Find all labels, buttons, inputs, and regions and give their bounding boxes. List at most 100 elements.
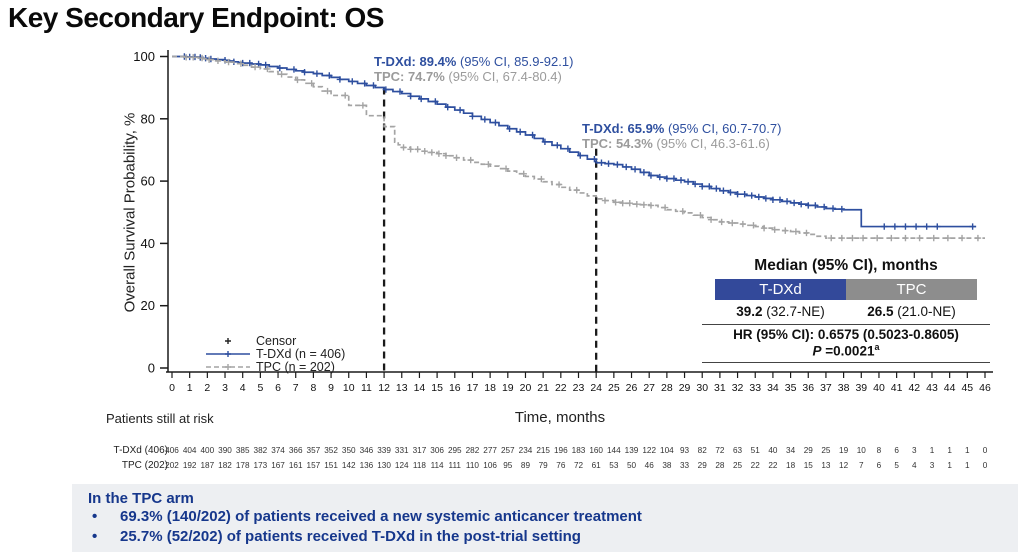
svg-text:1: 1 [930, 446, 935, 455]
svg-text:15: 15 [431, 382, 443, 394]
svg-text:118: 118 [413, 461, 426, 470]
y-axis-label: Overall Survival Probability, % [121, 112, 139, 313]
svg-text:95: 95 [503, 461, 513, 470]
median-summary-table: Median (95% CI), months T-DXd TPC 39.2 (… [702, 257, 990, 363]
svg-text:382: 382 [254, 446, 268, 455]
svg-text:36: 36 [802, 382, 814, 394]
median-value-tdxd: 39.2 (32.7-NE) [736, 304, 825, 319]
footer-bullet-2-text: 25.7% (52/202) of patients received T-DX… [120, 528, 581, 545]
svg-text:72: 72 [574, 461, 584, 470]
x-axis-label: Time, months [514, 409, 606, 426]
svg-text:22: 22 [751, 461, 761, 470]
svg-text:33: 33 [749, 382, 761, 394]
median-table-title: Median (95% CI), months [754, 257, 938, 274]
svg-text:63: 63 [733, 446, 743, 455]
median-table-header-tpc: TPC [846, 279, 977, 300]
svg-text:25: 25 [733, 461, 743, 470]
svg-text:400: 400 [201, 446, 215, 455]
svg-text:282: 282 [466, 446, 480, 455]
risk-table-values: 406 404 400 390 385 382 374 366 357 352 350 346 339 3… [165, 446, 988, 470]
svg-text:122: 122 [642, 446, 656, 455]
bullet-icon: • [92, 508, 98, 525]
svg-text:366: 366 [289, 446, 303, 455]
svg-text:5: 5 [257, 382, 263, 394]
svg-text:50: 50 [627, 461, 637, 470]
svg-text:18: 18 [786, 461, 796, 470]
svg-text:0: 0 [148, 361, 155, 376]
svg-text:3: 3 [930, 461, 935, 470]
svg-text:22: 22 [768, 461, 778, 470]
svg-text:19: 19 [839, 446, 849, 455]
svg-text:346: 346 [360, 446, 374, 455]
series-tdxd [172, 53, 977, 230]
tpc-dashed-line-icon [204, 361, 252, 373]
svg-text:130: 130 [377, 461, 391, 470]
landmark-annotation-12mo: T-DXd: 89.4% (95% CI, 85.9-92.1) TPC: 74… [374, 54, 573, 84]
svg-text:1: 1 [947, 446, 952, 455]
svg-text:60: 60 [141, 174, 155, 189]
svg-text:18: 18 [484, 382, 496, 394]
legend-item-censor: Censor [204, 334, 345, 348]
svg-text:34: 34 [767, 382, 779, 394]
svg-text:7: 7 [859, 461, 864, 470]
svg-text:406: 406 [165, 446, 179, 455]
svg-text:196: 196 [554, 446, 568, 455]
hazard-ratio-block: HR (95% CI): 0.6575 (0.5023-0.8605) P =0… [702, 324, 990, 363]
svg-text:38: 38 [662, 461, 672, 470]
annotation-24mo-tpc: TPC: 54.3% (95% CI, 46.3-61.6) [582, 136, 770, 151]
svg-text:182: 182 [218, 461, 232, 470]
footer-callout: In the TPC arm • 69.3% (140/202) of pati… [72, 484, 1018, 552]
svg-text:17: 17 [467, 382, 479, 394]
svg-text:34: 34 [786, 446, 796, 455]
svg-text:1: 1 [965, 461, 970, 470]
svg-text:40: 40 [873, 382, 885, 394]
svg-text:142: 142 [342, 461, 356, 470]
svg-text:6: 6 [275, 382, 281, 394]
svg-text:317: 317 [413, 446, 427, 455]
svg-text:35: 35 [785, 382, 797, 394]
footer-bullet-1-text: 69.3% (140/202) of patients received a n… [120, 508, 642, 525]
svg-text:404: 404 [183, 446, 197, 455]
svg-text:39: 39 [855, 382, 867, 394]
svg-text:46: 46 [645, 461, 655, 470]
footer-bullet-2: • 25.7% (52/202) of patients received T-… [88, 527, 1018, 547]
svg-text:25: 25 [821, 446, 831, 455]
legend-item-tdxd: T-DXd (n = 406) [204, 347, 345, 361]
svg-text:42: 42 [908, 382, 920, 394]
svg-text:0: 0 [983, 461, 988, 470]
svg-text:41: 41 [891, 382, 903, 394]
svg-text:151: 151 [324, 461, 338, 470]
svg-text:43: 43 [926, 382, 938, 394]
svg-text:12: 12 [839, 461, 849, 470]
svg-text:61: 61 [592, 461, 602, 470]
landmark-reference-lines [382, 87, 598, 372]
risk-table-caption: Patients still at risk [106, 411, 214, 426]
svg-text:167: 167 [271, 461, 285, 470]
svg-text:28: 28 [715, 461, 725, 470]
svg-text:110: 110 [466, 461, 479, 470]
svg-text:173: 173 [254, 461, 268, 470]
svg-text:79: 79 [539, 461, 549, 470]
svg-text:192: 192 [183, 461, 197, 470]
svg-text:357: 357 [307, 446, 321, 455]
svg-text:106: 106 [483, 461, 497, 470]
svg-text:32: 32 [732, 382, 744, 394]
bullet-icon: • [92, 528, 98, 545]
svg-text:1: 1 [187, 382, 193, 394]
median-value-tpc: 26.5 (21.0-NE) [867, 304, 956, 319]
svg-text:38: 38 [838, 382, 850, 394]
svg-text:28: 28 [661, 382, 673, 394]
risk-row-label-tdxd: T-DXd (406) [113, 445, 168, 456]
svg-text:104: 104 [660, 446, 674, 455]
svg-text:29: 29 [804, 446, 814, 455]
svg-text:6: 6 [894, 446, 899, 455]
legend-item-tpc: TPC (n = 202) [204, 360, 345, 374]
svg-text:45: 45 [961, 382, 973, 394]
svg-text:21: 21 [537, 382, 549, 394]
svg-text:10: 10 [857, 446, 867, 455]
legend: Censor T-DXd (n = 406) TPC (n = 202) [204, 334, 345, 374]
svg-text:4: 4 [240, 382, 246, 394]
svg-text:331: 331 [395, 446, 409, 455]
